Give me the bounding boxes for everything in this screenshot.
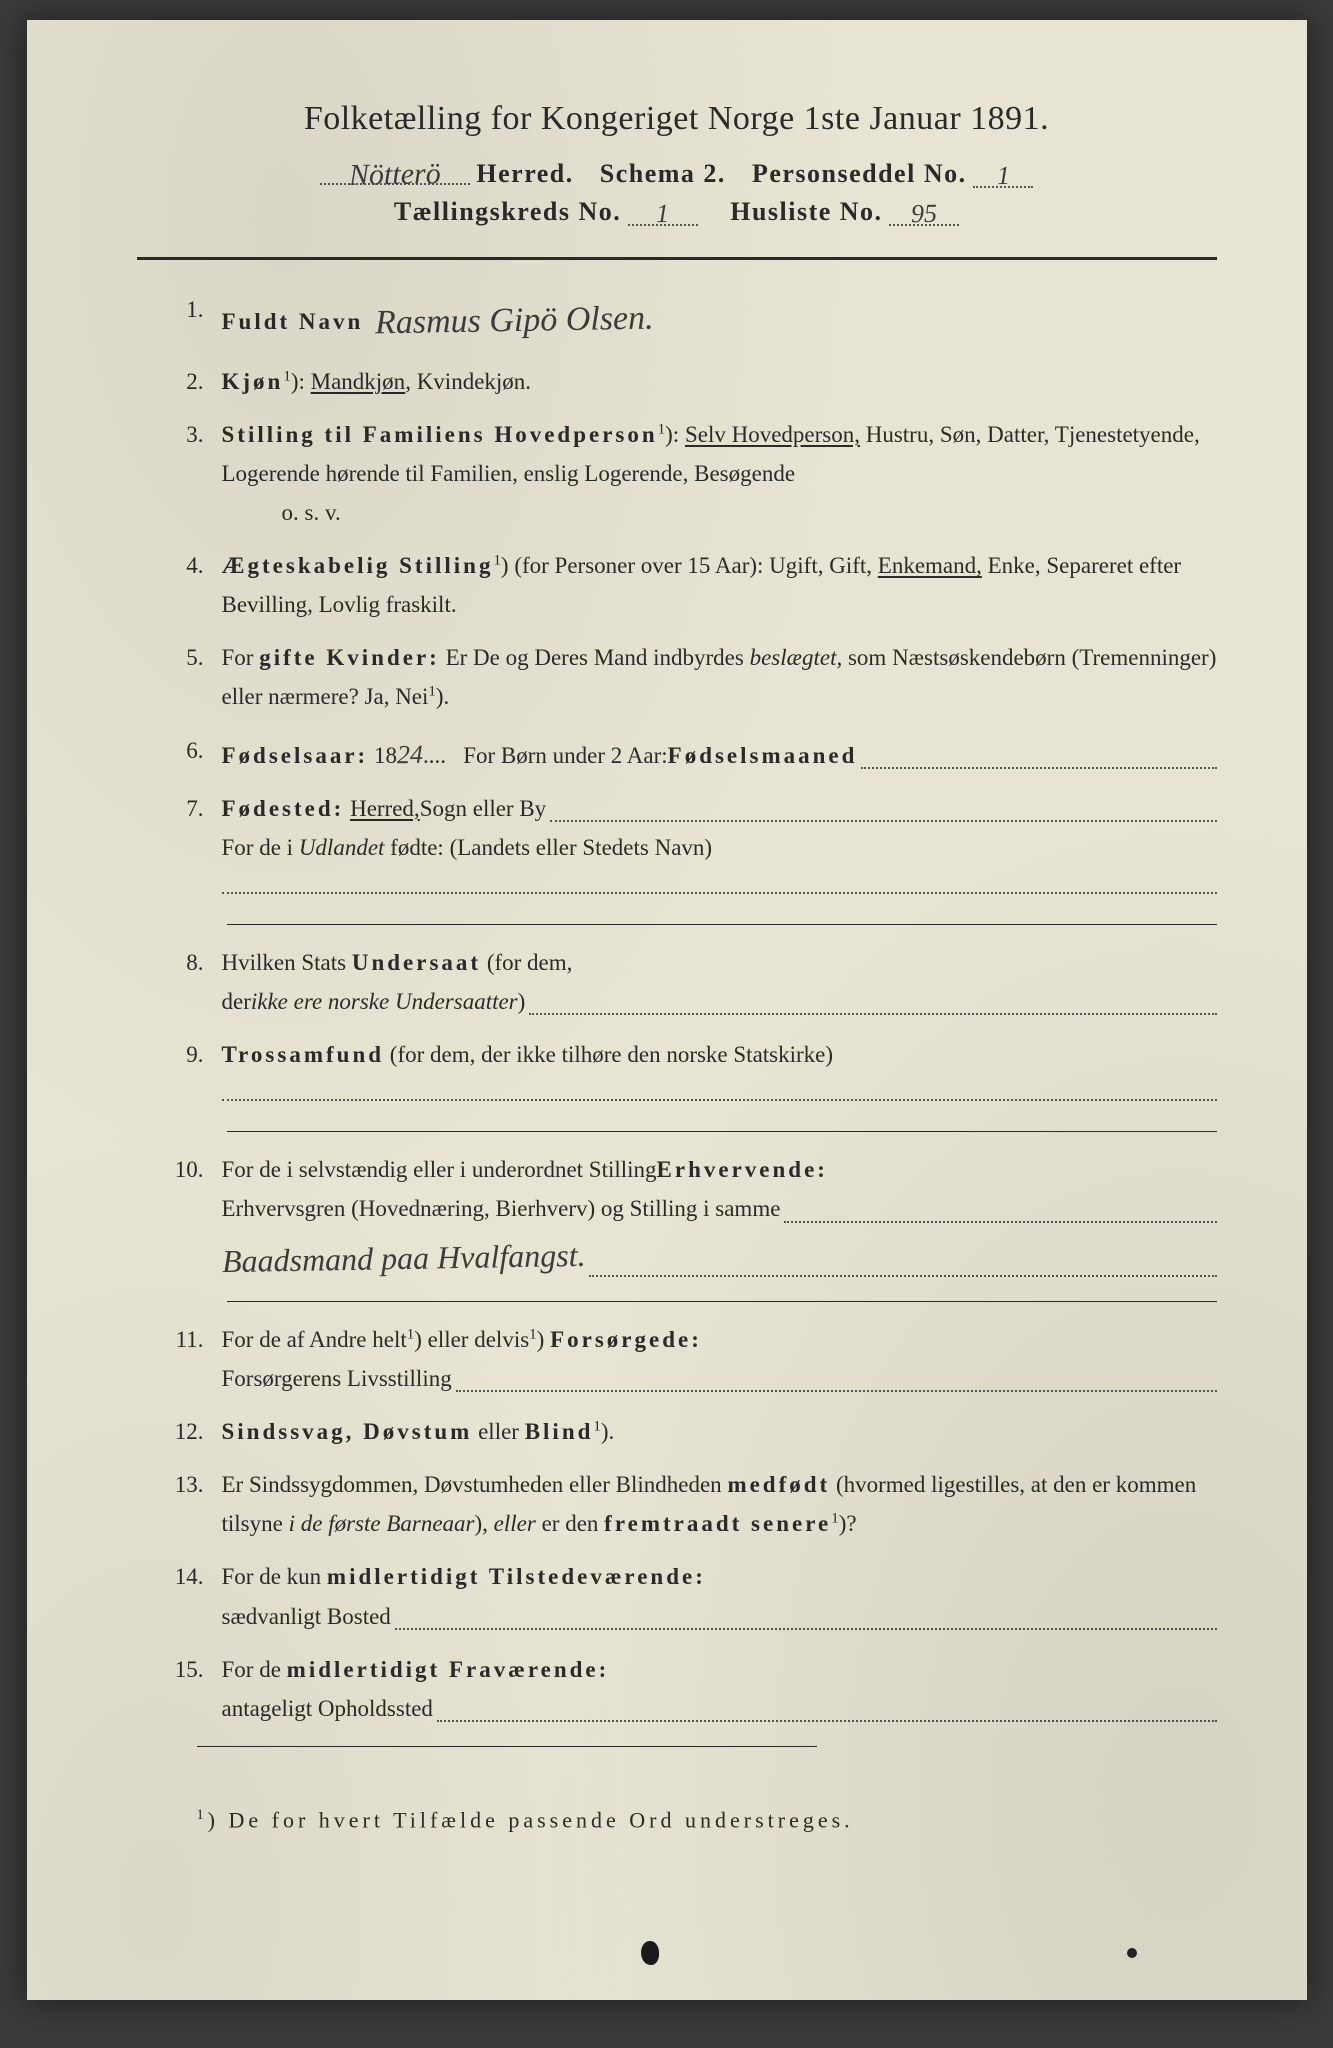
field-label: Trossamfund: [222, 1042, 385, 1067]
field-label: midlertidigt Tilstedeværende:: [327, 1564, 706, 1589]
name-value: Rasmus Gipö Olsen.: [374, 290, 654, 353]
field-14: 14. For de kun midlertidigt Tilstedevære…: [167, 1557, 1217, 1635]
field-number: 7.: [167, 789, 222, 906]
field-label: Erhvervende:: [657, 1150, 828, 1189]
field-12: 12. Sindssvag, Døvstum eller Blind1).: [167, 1412, 1217, 1451]
field-label: Kjøn: [222, 369, 284, 394]
dotted-line: [529, 1013, 1216, 1015]
field-number: 15.: [167, 1650, 222, 1728]
field-2: 2. Kjøn1): Mandkjøn, Kvindekjøn.: [167, 362, 1217, 401]
divider: [227, 924, 1217, 925]
dotted-line: [222, 1078, 1217, 1101]
divider: [227, 1301, 1217, 1302]
dotted-line: [589, 1275, 1216, 1277]
field-label: Fødested:: [222, 789, 345, 828]
field-label: Fuldt Navn: [222, 309, 364, 334]
personseddel-label: Personseddel No.: [752, 159, 967, 188]
personseddel-value: 1: [996, 161, 1010, 191]
field-label: gifte Kvinder:: [259, 645, 440, 670]
schema-label: Schema 2.: [600, 159, 726, 188]
document-page: Folketælling for Kongeriget Norge 1ste J…: [27, 20, 1307, 2000]
field-9: 9. Trossamfund (for dem, der ikke tilhør…: [167, 1035, 1217, 1113]
selected-option: Enkemand,: [878, 553, 982, 578]
form-entries: 1. Fuldt Navn Rasmus Gipö Olsen. 2. Kjøn…: [137, 290, 1217, 1728]
dotted-line: [437, 1720, 1217, 1722]
field-number: 9.: [167, 1035, 222, 1113]
field-label: Sindssvag, Døvstum: [222, 1419, 473, 1444]
field-number: 6.: [167, 731, 222, 775]
etc: o. s. v.: [222, 493, 1217, 532]
dotted-line: [395, 1628, 1217, 1630]
divider: [137, 257, 1217, 260]
divider: [197, 1746, 817, 1747]
birthmonth-label: Fødselsmaaned: [668, 736, 858, 775]
field-number: 3.: [167, 415, 222, 532]
options: , Kvindekjøn.: [405, 369, 531, 394]
field-number: 4.: [167, 546, 222, 624]
husliste-value: 95: [911, 199, 938, 229]
selected-option: Selv Hovedperson,: [685, 422, 860, 447]
ink-speck: [1127, 1948, 1137, 1958]
dotted-line: [456, 1390, 1217, 1392]
field-label: Forsørgede:: [550, 1327, 702, 1352]
field-7: 7. Fødested: Herred, Sogn eller By For d…: [167, 789, 1217, 906]
field-label: midlertidigt Fraværende:: [287, 1657, 610, 1682]
selected-option: Herred,: [350, 789, 420, 828]
header-line-2: Tællingskreds No. 1 Husliste No. 95: [137, 197, 1217, 227]
field-8: 8. Hvilken Stats Undersaat (for dem, der…: [167, 943, 1217, 1021]
kreds-label: Tællingskreds No.: [394, 197, 621, 226]
header-line-1: Nötterö Herred. Schema 2. Personseddel N…: [137, 156, 1217, 189]
field-number: 5.: [167, 638, 222, 716]
selected-option: Mandkjøn: [311, 369, 406, 394]
field-number: 10.: [167, 1150, 222, 1283]
field-number: 2.: [167, 362, 222, 401]
occupation-value: Baadsmand paa Hvalfangst.: [221, 1227, 585, 1288]
field-number: 14.: [167, 1557, 222, 1635]
field-4: 4. Ægteskabelig Stilling1) (for Personer…: [167, 546, 1217, 624]
kreds-value: 1: [656, 199, 670, 229]
field-1: 1. Fuldt Navn Rasmus Gipö Olsen.: [167, 290, 1217, 348]
dotted-line: [550, 820, 1216, 822]
field-6: 6. Fødselsaar: 1824.... For Børn under 2…: [167, 731, 1217, 775]
field-5: 5. For gifte Kvinder: Er De og Deres Man…: [167, 638, 1217, 716]
field-label: Fødselsaar:: [222, 736, 369, 775]
divider: [227, 1131, 1217, 1132]
field-3: 3. Stilling til Familiens Hovedperson1):…: [167, 415, 1217, 532]
field-number: 8.: [167, 943, 222, 1021]
field-label: Stilling til Familiens Hovedperson: [222, 422, 658, 447]
field-label: medfødt: [727, 1472, 830, 1497]
field-15: 15. For de midlertidigt Fraværende: anta…: [167, 1650, 1217, 1728]
herred-label: Herred.: [476, 159, 573, 188]
dotted-line: [222, 871, 1217, 894]
field-number: 13.: [167, 1465, 222, 1543]
herred-value: Nötterö: [349, 157, 441, 193]
field-label: Undersaat: [352, 950, 481, 975]
footnote: 1) De for hvert Tilfælde passende Ord un…: [137, 1807, 1217, 1833]
husliste-label: Husliste No.: [730, 197, 882, 226]
field-10: 10. For de i selvstændig eller i underor…: [167, 1150, 1217, 1283]
birthyear-value: 24: [397, 732, 424, 777]
field-number: 11.: [167, 1320, 222, 1398]
dotted-line: [784, 1221, 1216, 1223]
field-number: 1.: [167, 290, 222, 348]
dotted-line: [861, 767, 1216, 769]
field-number: 12.: [167, 1412, 222, 1451]
field-13: 13. Er Sindssygdommen, Døvstumheden elle…: [167, 1465, 1217, 1543]
page-title: Folketælling for Kongeriget Norge 1ste J…: [137, 100, 1217, 138]
field-label: Ægteskabelig Stilling: [222, 553, 494, 578]
ink-blot: [641, 1941, 659, 1965]
field-11: 11. For de af Andre helt1) eller delvis1…: [167, 1320, 1217, 1398]
